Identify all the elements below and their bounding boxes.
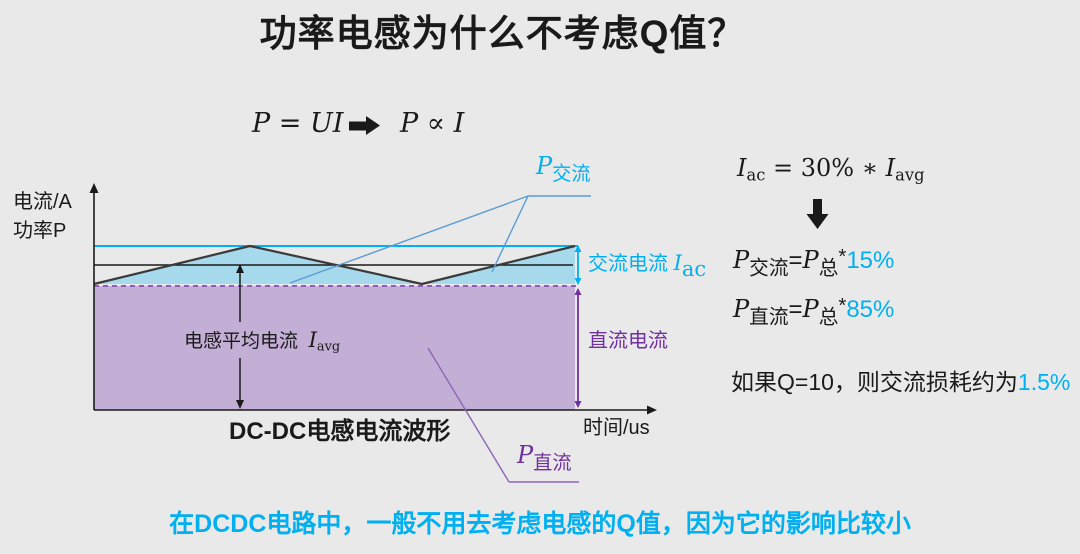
eq3-p1: P — [733, 295, 750, 324]
chart-caption: DC-DC电感电流波形 — [229, 418, 451, 445]
eq2-sub2: 总 — [818, 257, 839, 280]
eq1-sub1: ac — [746, 165, 766, 185]
right-arrow-icon — [349, 116, 380, 135]
p-dc-pointer-line — [427, 347, 510, 483]
y-axis-arrowhead — [89, 183, 99, 193]
eq1-sub2: avg — [895, 165, 925, 185]
eq2-equals: = — [788, 247, 803, 275]
page-title: 功率电感为什么不考虑Q值？ — [259, 13, 746, 54]
y-axis-label-power: 功率P — [13, 220, 67, 242]
eq2-p2: P — [802, 246, 819, 275]
eq3-star: * — [838, 295, 847, 317]
dc-current-band-label: 直流电流 — [588, 330, 668, 352]
iavg-arrowhead-up — [236, 264, 244, 273]
q-note-text: 如果Q=10，则交流损耗约为 — [731, 369, 1018, 395]
q-note-value: 1.5% — [1017, 369, 1071, 395]
eq2-p1: P — [733, 246, 750, 275]
p-dc-subscript: 直流 — [533, 453, 572, 475]
eq3-sub2: 总 — [818, 306, 839, 329]
p-ac-pointer-line-1 — [289, 195, 529, 284]
equation-p-ac: P交流=P总*15% — [733, 246, 895, 280]
eq3-value: 85% — [846, 296, 895, 324]
p-ac-subscript: 交流 — [552, 164, 591, 186]
iavg-arrowhead-down — [236, 400, 244, 409]
dc-current-area — [94, 286, 575, 410]
equation-p-dc: P直流=P总*85% — [733, 295, 895, 329]
p-dc-symbol: P — [517, 441, 534, 469]
average-current-label: 电感平均电流 Iavg — [184, 329, 340, 354]
formula-rhs: P ∝ I — [400, 108, 465, 139]
x-axis-arrowhead — [647, 405, 657, 415]
eq2-value: 15% — [846, 247, 895, 275]
eq3-equals: = — [788, 296, 803, 324]
iavg-subscript: avg — [316, 339, 341, 355]
eq1-i1: I — [737, 154, 747, 182]
eq2-sub1: 交流 — [749, 257, 789, 280]
ac-band-arrowhead-down — [574, 278, 582, 285]
ac-current-text: 交流电流 — [588, 253, 668, 275]
down-arrow-icon — [806, 199, 829, 229]
p-dc-callout-label: P直流 — [517, 441, 572, 475]
x-axis-label: 时间/us — [583, 417, 650, 439]
equation-iac: Iac = 30% ∗ Iavg — [737, 154, 925, 185]
q-value-note: 如果Q=10，则交流损耗约为1.5% — [731, 370, 1070, 394]
conclusion-banner: 在DCDC电路中，一般不用去考虑电感的Q值，因为它的影响比较小 — [169, 510, 911, 538]
ac-current-band-label: 交流电流 Iac — [588, 252, 706, 280]
iavg-symbol: I — [308, 328, 317, 352]
y-axis-label-current: 电流/A — [13, 191, 72, 213]
inductor-current-waveform — [93, 244, 576, 286]
eq1-i2: I — [885, 154, 896, 182]
iac-symbol: I — [673, 251, 682, 275]
eq3-sub1: 直流 — [749, 306, 789, 329]
ac-band-arrowhead-up — [574, 245, 582, 252]
p-ac-symbol: P — [536, 152, 553, 180]
iac-subscript: ac — [681, 256, 707, 281]
average-current-text: 电感平均电流 — [184, 331, 299, 352]
p-ac-pointer-line-2 — [491, 195, 529, 273]
eq1-mid: = 30% ∗ — [765, 154, 886, 182]
dc-band-arrowhead-up — [574, 288, 582, 295]
dc-band-arrowhead-down — [574, 401, 582, 408]
formula-lhs: P = UI — [252, 108, 344, 139]
eq2-star: * — [838, 246, 847, 268]
p-ac-callout-label: P交流 — [536, 152, 591, 186]
eq3-p2: P — [802, 295, 819, 324]
